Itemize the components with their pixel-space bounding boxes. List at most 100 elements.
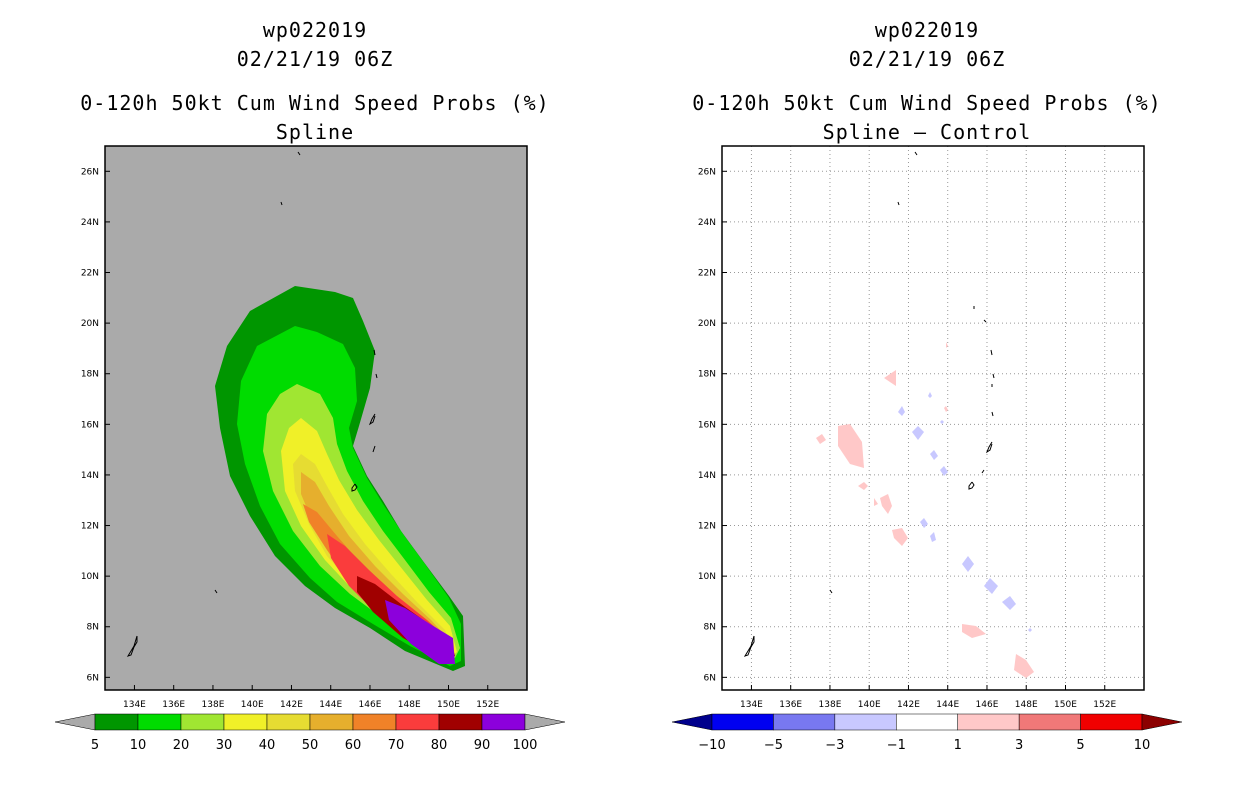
y-tick-label: 26N bbox=[698, 167, 716, 177]
left-colorbar-swatch bbox=[481, 713, 526, 731]
x-tick-label: 134E bbox=[740, 700, 763, 710]
x-tick-label: 140E bbox=[241, 700, 264, 710]
left-colorbar-swatch bbox=[352, 713, 397, 731]
y-tick-label: 8N bbox=[87, 623, 99, 633]
x-tick-label: 150E bbox=[437, 700, 460, 710]
left-colorbar-label: 80 bbox=[431, 738, 448, 753]
x-tick-label: 152E bbox=[476, 700, 499, 710]
left-colorbar-left-arrow bbox=[55, 713, 96, 731]
left-colorbar-label: 30 bbox=[216, 738, 233, 753]
y-tick-label: 14N bbox=[81, 471, 99, 481]
right-coastline-islands bbox=[743, 151, 995, 657]
right-title-product: 0-120h 50kt Cum Wind Speed Probs (%) bbox=[692, 91, 1162, 115]
y-tick-label: 10N bbox=[698, 572, 716, 582]
right-colorbar-label: 10 bbox=[1134, 738, 1151, 753]
x-tick-label: 150E bbox=[1054, 700, 1077, 710]
x-tick-label: 142E bbox=[897, 700, 920, 710]
left-colorbar-label: 100 bbox=[513, 738, 538, 753]
left-title-method: Spline bbox=[275, 120, 355, 144]
right-colorbar-swatch bbox=[1080, 713, 1143, 731]
right-title-method: Spline – Control bbox=[822, 120, 1032, 144]
right-colorbar-swatch bbox=[957, 713, 1020, 731]
right-colorbar-label: −3 bbox=[825, 738, 844, 753]
left-colorbar-swatch bbox=[266, 713, 311, 731]
y-tick-label: 12N bbox=[81, 522, 99, 532]
left-colorbar-label: 90 bbox=[474, 738, 491, 753]
left-colorbar-label: 40 bbox=[259, 738, 276, 753]
left-colorbar-label: 60 bbox=[345, 738, 362, 753]
x-tick-label: 148E bbox=[1015, 700, 1038, 710]
left-title-date: 02/21/19 06Z bbox=[236, 47, 394, 71]
y-tick-label: 20N bbox=[81, 319, 99, 329]
left-colorbar-swatch bbox=[309, 713, 354, 731]
left-colorbar-swatch bbox=[94, 713, 139, 731]
x-tick-label: 136E bbox=[162, 700, 185, 710]
right-colorbar-label: −1 bbox=[887, 738, 906, 753]
y-tick-label: 16N bbox=[81, 420, 99, 430]
right-colorbar-label: −10 bbox=[698, 738, 725, 753]
right-title-storm: wp022019 bbox=[874, 18, 980, 42]
y-tick-label: 16N bbox=[698, 420, 716, 430]
y-tick-label: 22N bbox=[81, 269, 99, 279]
x-tick-label: 148E bbox=[398, 700, 421, 710]
prob-contour-50 bbox=[301, 472, 455, 658]
right-colorbar-swatch bbox=[711, 713, 774, 731]
y-tick-label: 18N bbox=[81, 370, 99, 380]
x-tick-label: 140E bbox=[858, 700, 881, 710]
left-coastline-islands bbox=[126, 151, 378, 657]
x-tick-label: 144E bbox=[319, 700, 342, 710]
y-tick-label: 20N bbox=[698, 319, 716, 329]
y-tick-label: 24N bbox=[698, 218, 716, 228]
right-colorbar-right-arrow bbox=[1141, 713, 1182, 731]
y-tick-label: 14N bbox=[698, 471, 716, 481]
left-colorbar: 5 10 20 30 40 50 60 70 80 90 100 bbox=[55, 713, 565, 753]
left-colorbar-label: 5 bbox=[91, 738, 99, 753]
y-tick-label: 10N bbox=[81, 572, 99, 582]
x-tick-label: 146E bbox=[976, 700, 999, 710]
right-difference-map: 134E 136E 138E 140E 142E 144E 146E 148E 150E 152E… bbox=[698, 145, 1145, 710]
x-tick-label: 152E bbox=[1093, 700, 1116, 710]
x-tick-label: 134E bbox=[123, 700, 146, 710]
right-colorbar-label: 1 bbox=[954, 738, 962, 753]
left-colorbar-swatch bbox=[395, 713, 440, 731]
right-colorbar-swatch bbox=[896, 713, 958, 731]
left-probability-map: 134E 136E 138E 140E 142E 144E 146E 148E 150E 152E… bbox=[81, 145, 528, 710]
left-colorbar-label: 20 bbox=[173, 738, 190, 753]
x-tick-label: 144E bbox=[936, 700, 959, 710]
left-colorbar-label: 70 bbox=[388, 738, 405, 753]
left-title-storm: wp022019 bbox=[262, 18, 368, 42]
y-tick-label: 26N bbox=[81, 167, 99, 177]
y-tick-label: 18N bbox=[698, 370, 716, 380]
left-colorbar-right-arrow bbox=[524, 713, 565, 731]
y-tick-label: 6N bbox=[87, 673, 99, 683]
right-colorbar-label: 3 bbox=[1015, 738, 1023, 753]
x-tick-label: 146E bbox=[359, 700, 382, 710]
right-colorbar-label: −5 bbox=[764, 738, 783, 753]
x-tick-label: 142E bbox=[280, 700, 303, 710]
right-colorbar: −10 −5 −3 −1 1 3 5 10 bbox=[672, 713, 1182, 753]
x-tick-label: 138E bbox=[202, 700, 225, 710]
x-tick-label: 138E bbox=[819, 700, 842, 710]
left-colorbar-label: 10 bbox=[130, 738, 147, 753]
x-tick-label: 136E bbox=[779, 700, 802, 710]
left-colorbar-swatch bbox=[438, 713, 483, 731]
left-title-product: 0-120h 50kt Cum Wind Speed Probs (%) bbox=[80, 91, 550, 115]
y-tick-label: 8N bbox=[704, 623, 716, 633]
left-colorbar-swatch bbox=[180, 713, 225, 731]
y-tick-label: 24N bbox=[81, 218, 99, 228]
y-tick-label: 12N bbox=[698, 522, 716, 532]
left-colorbar-label: 50 bbox=[302, 738, 319, 753]
y-tick-label: 22N bbox=[698, 269, 716, 279]
prob-contour-90 bbox=[385, 600, 455, 664]
left-colorbar-swatch bbox=[137, 713, 182, 731]
diff-negative-patches bbox=[898, 392, 1032, 632]
right-colorbar-label: 5 bbox=[1076, 738, 1084, 753]
diff-positive-patches bbox=[816, 342, 1034, 678]
right-colorbar-left-arrow bbox=[672, 713, 713, 731]
left-colorbar-swatch bbox=[223, 713, 268, 731]
right-colorbar-swatch bbox=[773, 713, 836, 731]
right-colorbar-swatch bbox=[1018, 713, 1081, 731]
right-title-date: 02/21/19 06Z bbox=[848, 47, 1006, 71]
right-map-background bbox=[722, 146, 1144, 690]
right-colorbar-swatch bbox=[834, 713, 897, 731]
